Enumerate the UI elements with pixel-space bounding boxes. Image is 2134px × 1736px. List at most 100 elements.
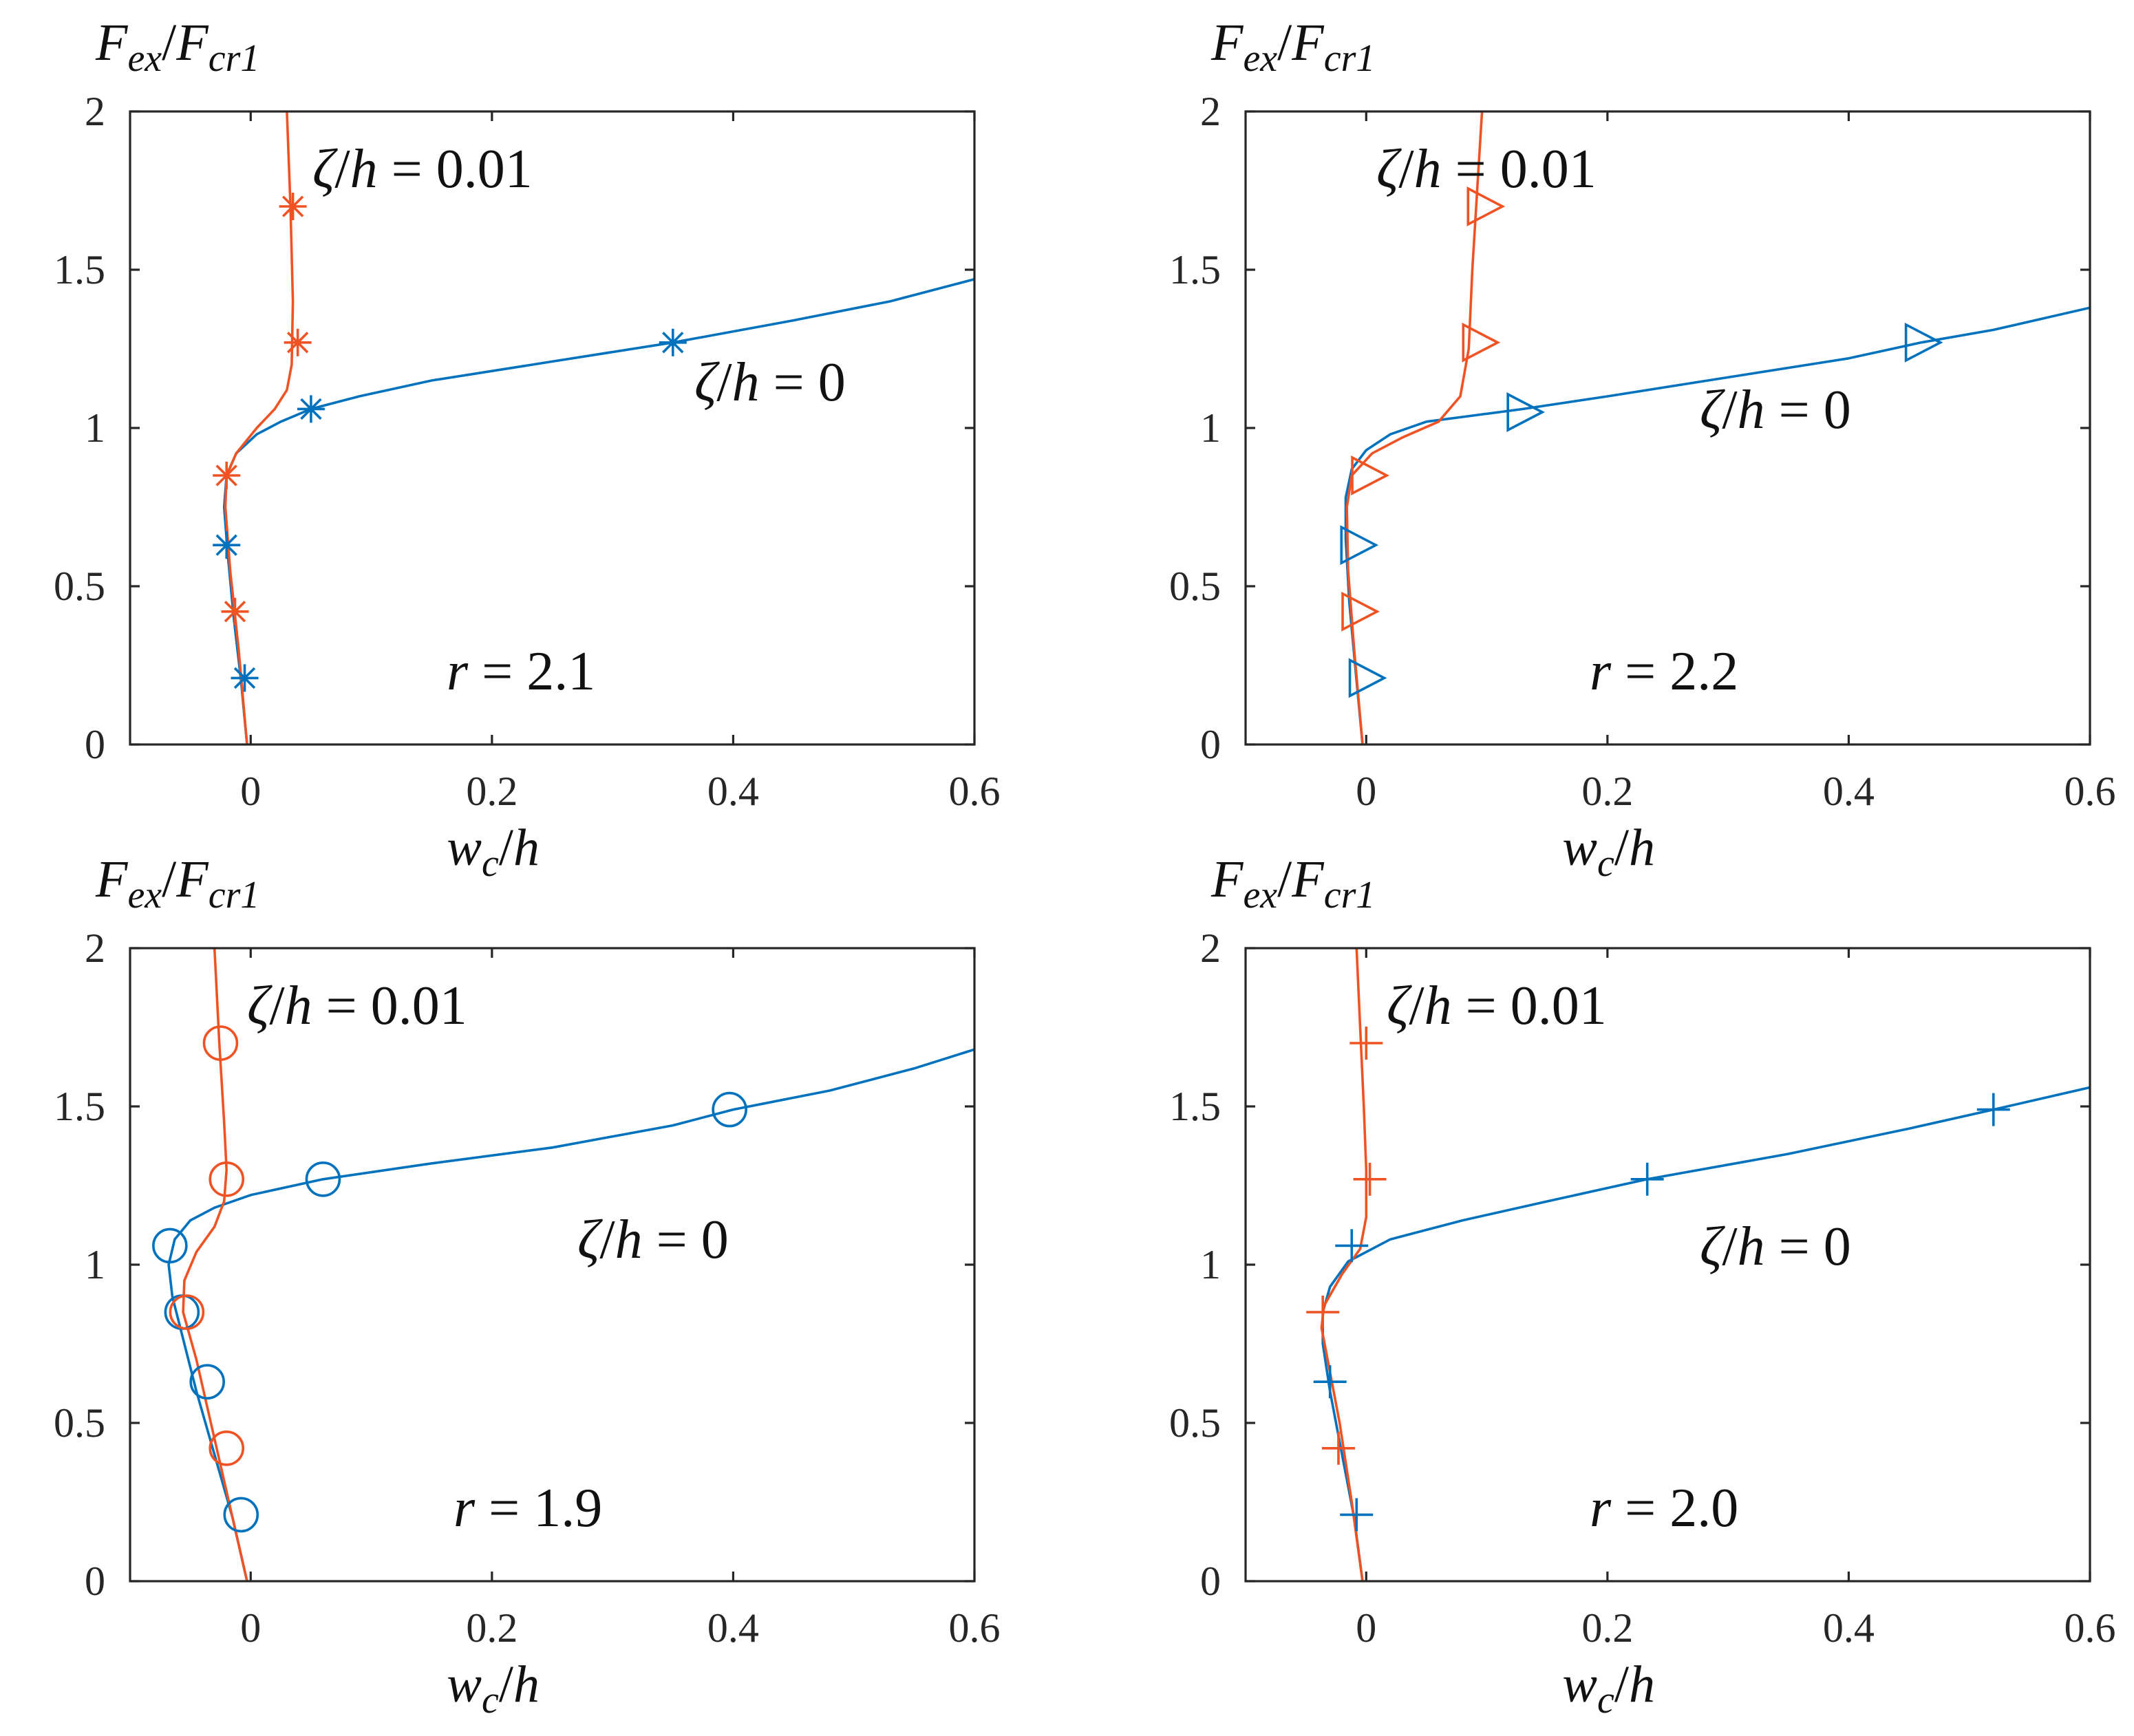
y-axis-label: Fex/Fcr1 — [1210, 14, 1375, 80]
marker-zeta-0-3 — [152, 1228, 188, 1264]
series-line-zeta-0 — [167, 1048, 974, 1581]
series-line-zeta-0.01 — [1345, 111, 1484, 744]
marker-zeta-0.01-2 — [209, 1161, 245, 1197]
annotation-r-value: r = 2.0 — [1590, 1478, 1738, 1539]
marker-zeta-0-0 — [223, 1497, 259, 1533]
x-axis-label: wc/h — [447, 1655, 540, 1722]
marker-zeta-0-4 — [305, 1161, 341, 1197]
x-tick-label: 0 — [1356, 1605, 1376, 1651]
y-tick-label: 0 — [85, 1558, 105, 1604]
y-tick-label: 2 — [85, 89, 105, 134]
marker-zeta-0-2 — [297, 395, 325, 423]
marker-zeta-0-5 — [712, 1091, 747, 1128]
marker-zeta-0-0 — [1348, 658, 1387, 698]
marker-zeta-0-0 — [1340, 1498, 1374, 1532]
y-tick-label: 0 — [85, 722, 105, 767]
series-group — [152, 948, 974, 1581]
series-line-zeta-0 — [222, 278, 974, 744]
y-tick-label: 1 — [85, 405, 105, 451]
y-tick-label: 1 — [1200, 405, 1221, 451]
x-tick-label: 0.4 — [1823, 769, 1875, 814]
x-tick-label: 0.6 — [2064, 1605, 2116, 1651]
series-group — [213, 111, 974, 744]
y-axis-label: Fex/Fcr1 — [95, 14, 259, 80]
marker-zeta-0-1 — [189, 1364, 225, 1400]
y-tick-label: 0.5 — [54, 564, 105, 609]
x-tick-label: 0 — [1356, 769, 1376, 814]
annotation-zeta-0: ζ/h = 0 — [694, 352, 846, 413]
annotation-r-value: r = 2.2 — [1590, 641, 1738, 702]
marker-zeta-0-3 — [659, 328, 687, 356]
y-tick-label: 2 — [1200, 89, 1221, 134]
x-tick-label: 0.2 — [466, 1605, 518, 1651]
annotation-zeta-0.01: ζ/h = 0.01 — [247, 976, 467, 1036]
marker-zeta-0-1 — [213, 531, 241, 559]
marker-zeta-0-4 — [1976, 1093, 2010, 1126]
y-tick-label: 2 — [85, 925, 105, 971]
marker-zeta-0.01-0 — [1321, 1431, 1355, 1465]
y-axis-label: Fex/Fcr1 — [1210, 850, 1375, 917]
y-tick-label: 0 — [1200, 722, 1221, 767]
marker-zeta-0.01-0 — [221, 597, 249, 625]
marker-zeta-0.01-1 — [1351, 456, 1389, 495]
y-tick-label: 0.5 — [1169, 564, 1221, 609]
y-tick-label: 0.5 — [54, 1400, 105, 1446]
y-tick-label: 0.5 — [1169, 1400, 1221, 1446]
y-tick-label: 1 — [85, 1242, 105, 1287]
marker-zeta-0-2 — [1506, 392, 1546, 432]
marker-zeta-0.01-0 — [209, 1430, 245, 1466]
x-tick-label: 0.6 — [949, 769, 1001, 814]
marker-zeta-0.01-1 — [169, 1294, 205, 1330]
marker-zeta-0.01-2 — [284, 328, 312, 356]
x-axis-label: wc/h — [1562, 819, 1655, 885]
y-tick-label: 1.5 — [1169, 247, 1221, 292]
marker-zeta-0-0 — [231, 664, 259, 692]
x-tick-label: 0 — [240, 769, 261, 814]
x-tick-label: 0.2 — [1581, 769, 1633, 814]
marker-zeta-0-1 — [1340, 525, 1379, 566]
annotation-zeta-0: ζ/h = 0 — [1700, 1217, 1851, 1277]
panel-bottom-left: 0 0.2 0.4 0.6 0 0.5 1 1.5 2 wc/h Fex/Fcr1 ζ/h = 0.0… — [54, 850, 1001, 1722]
marker-zeta-0.01-2 — [1353, 1162, 1387, 1196]
x-tick-label: 0.2 — [466, 769, 518, 814]
y-tick-label: 0 — [1200, 1558, 1221, 1604]
marker-zeta-0.01-1 — [1306, 1296, 1340, 1329]
annotation-zeta-0.01: ζ/h = 0.01 — [1387, 976, 1607, 1036]
marker-zeta-0-3 — [1904, 322, 1943, 363]
panel-top-left: 0 0.2 0.4 0.6 0 0.5 1 1.5 2 wc/h Fex/Fcr1 ζ/h = 0.0… — [54, 14, 1001, 885]
annotation-zeta-0.01: ζ/h = 0.01 — [1376, 139, 1597, 200]
series-line-zeta-0 — [1321, 1086, 2090, 1581]
x-tick-label: 0.4 — [1823, 1605, 1875, 1651]
x-tick-label: 0 — [240, 1605, 261, 1651]
marker-zeta-0.01-3 — [1466, 186, 1506, 226]
annotation-zeta-0.01: ζ/h = 0.01 — [312, 139, 533, 200]
y-tick-label: 1 — [1200, 1242, 1221, 1287]
x-tick-label: 0.6 — [949, 1605, 1001, 1651]
series-line-zeta-0.01 — [1320, 948, 1368, 1581]
marker-zeta-0.01-3 — [1349, 1027, 1383, 1060]
y-axis-label: Fex/Fcr1 — [95, 850, 259, 917]
marker-zeta-0-3 — [1630, 1162, 1664, 1196]
x-axis-label: wc/h — [447, 819, 540, 885]
x-tick-label: 0.6 — [2064, 769, 2116, 814]
y-tick-label: 1.5 — [1169, 1084, 1221, 1129]
x-tick-label: 0.4 — [707, 1605, 759, 1651]
y-tick-label: 1.5 — [54, 247, 105, 292]
annotation-zeta-0: ζ/h = 0 — [1700, 380, 1851, 440]
marker-zeta-0.01-2 — [1462, 322, 1501, 363]
marker-zeta-0.01-3 — [202, 1025, 239, 1061]
annotation-zeta-0: ζ/h = 0 — [577, 1210, 729, 1270]
annotation-r-value: r = 1.9 — [454, 1478, 602, 1539]
series-line-zeta-0.01 — [224, 111, 295, 744]
series-group — [1306, 948, 2090, 1581]
marker-zeta-0.01-1 — [213, 462, 241, 489]
x-tick-label: 0.4 — [707, 769, 759, 814]
marker-zeta-0.01-3 — [279, 193, 307, 220]
x-tick-label: 0.2 — [1581, 1605, 1633, 1651]
marker-zeta-0.01-0 — [1341, 591, 1380, 632]
y-tick-label: 2 — [1200, 925, 1221, 971]
series-group — [1340, 111, 2090, 744]
